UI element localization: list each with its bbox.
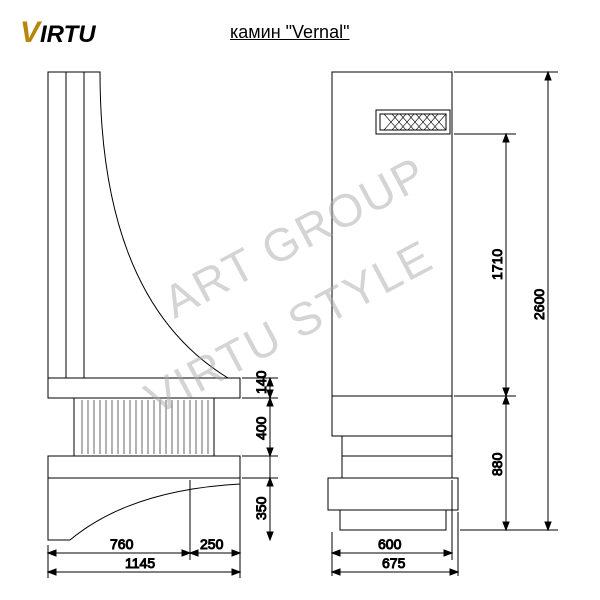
dim-front-bottom-1: 760 250 xyxy=(48,480,240,560)
dim-1710: 1710 xyxy=(489,249,505,280)
dim-250: 250 xyxy=(200,536,224,552)
dim-140: 140 xyxy=(253,370,269,394)
dim-1145: 1145 xyxy=(125,555,155,571)
dim-side-bottom: 600 675 xyxy=(332,480,458,576)
front-elevation: 760 250 1145 xyxy=(48,72,278,578)
dim-front-right: 140 400 350 xyxy=(242,370,278,540)
technical-drawing-page: VIRTU камин "Vernal" xyxy=(0,0,600,600)
dim-400: 400 xyxy=(253,416,269,440)
dim-880: 880 xyxy=(489,452,505,476)
dim-front-bottom-2: 1145 xyxy=(48,555,240,578)
dim-350: 350 xyxy=(253,496,269,520)
dim-675: 675 xyxy=(382,555,406,571)
dim-2600: 2600 xyxy=(531,289,547,320)
side-elevation: 600 675 1710 xyxy=(328,72,558,576)
dim-side-right: 1710 880 2600 xyxy=(454,72,558,530)
dim-760: 760 xyxy=(110,536,134,552)
drawing-svg: 760 250 1145 xyxy=(0,0,600,600)
dim-600: 600 xyxy=(378,536,402,552)
